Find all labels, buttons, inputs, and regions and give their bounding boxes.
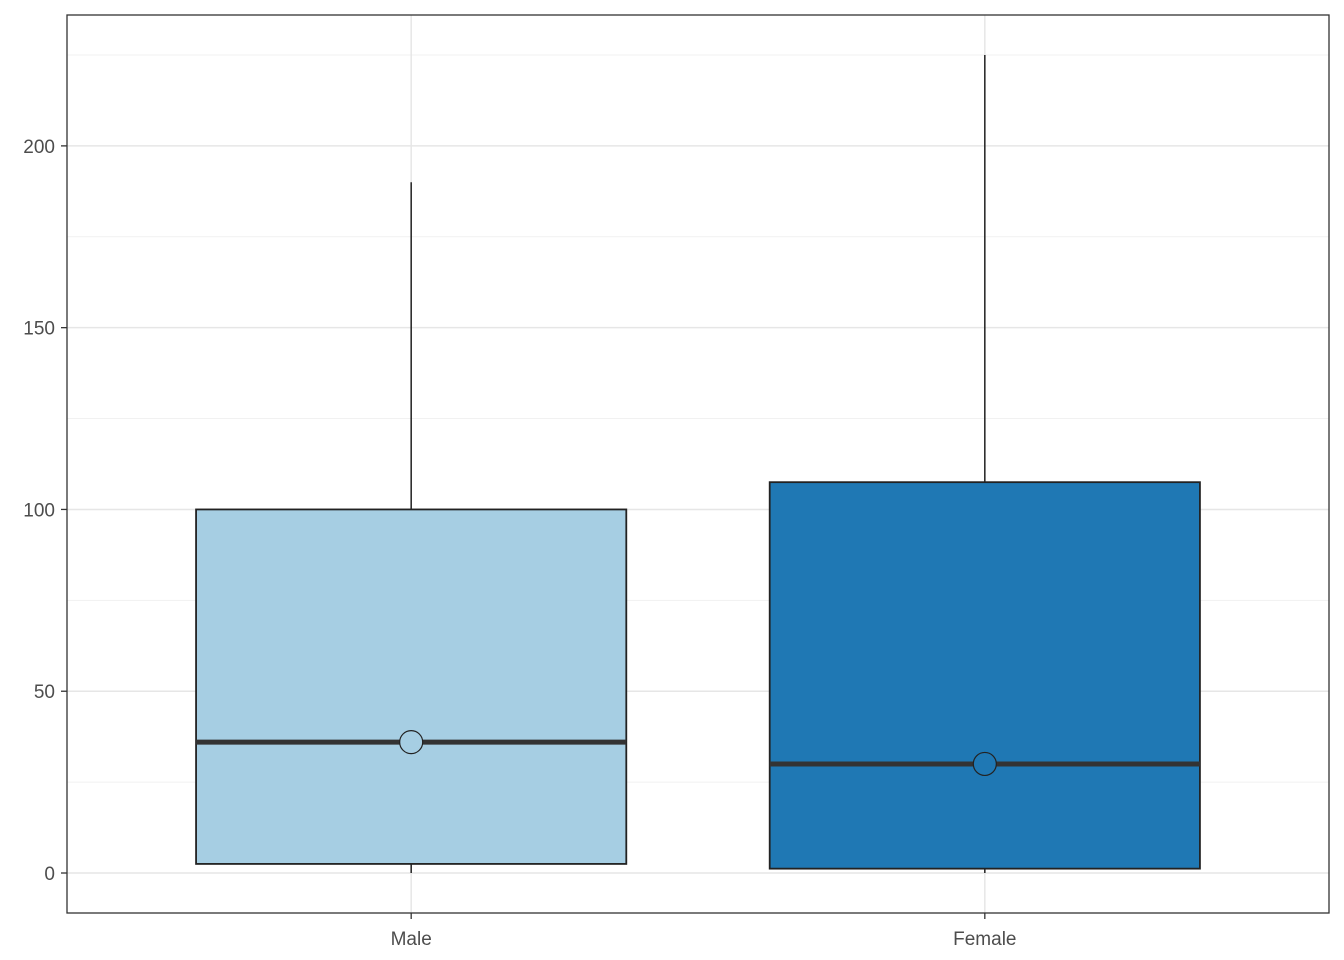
x-tick-label: Female (953, 929, 1016, 950)
mean-point (399, 730, 424, 755)
y-tick-label: 150 (23, 319, 55, 340)
y-tick-label: 0 (44, 864, 55, 885)
y-tick-label: 200 (23, 137, 55, 158)
box-female (768, 481, 1201, 870)
mean-point (972, 751, 997, 777)
axes: 0 50 100 150 200 Male Female (23, 137, 1016, 950)
box-male (195, 508, 628, 865)
x-tick-label: Male (391, 929, 432, 950)
y-tick-label: 50 (34, 682, 55, 703)
plot-panel-border (66, 14, 1330, 914)
boxes (195, 54, 1201, 874)
y-tick-label: 100 (23, 500, 55, 521)
